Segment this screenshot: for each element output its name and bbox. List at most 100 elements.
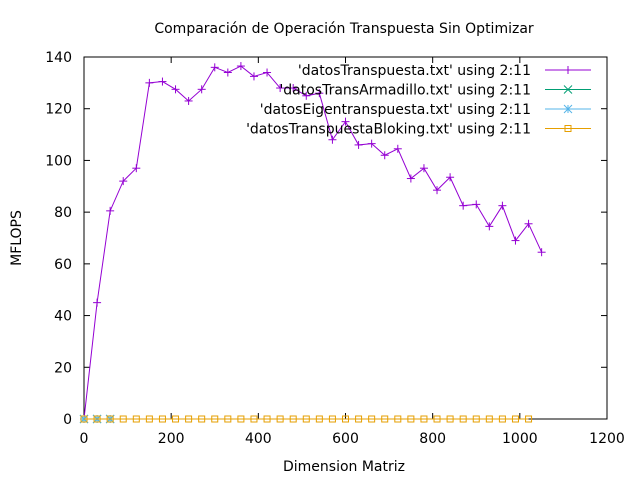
y-tick-label: 140: [45, 50, 72, 66]
series-4-point: [237, 415, 245, 423]
x-tick-label: 600: [332, 431, 359, 447]
series-4-point: [472, 415, 480, 423]
series-4-point: [315, 415, 323, 423]
series-1-point: [328, 135, 337, 144]
series-1-point: [223, 68, 232, 77]
series-1-point: [380, 151, 389, 160]
x-tick-label: 200: [158, 431, 185, 447]
series-4-point: [276, 415, 284, 423]
series-4-point: [158, 415, 166, 423]
series-4-point: [525, 415, 533, 423]
series-4-point: [394, 415, 402, 423]
legend-swatch-marker: [564, 125, 572, 132]
series-4-point: [511, 415, 519, 423]
series-1-point: [354, 140, 363, 149]
y-tick-label: 0: [63, 412, 72, 428]
series-1-point: [158, 77, 167, 86]
series-line-1: [83, 65, 543, 420]
x-axis-title: Dimension Matriz: [283, 459, 405, 475]
x-axis-ticks: 0 200 400 600 800 1000 1200: [80, 57, 625, 447]
series-4-point: [106, 415, 114, 423]
series-4-point: [263, 415, 271, 423]
series-4-point: [459, 415, 467, 423]
series-1-point: [289, 84, 298, 93]
series-1-point: [485, 222, 494, 231]
series-1-point: [263, 68, 272, 77]
chart-title: Comparación de Operación Transpuesta Sin…: [154, 21, 534, 37]
legend-swatch-marker: [563, 104, 573, 114]
y-tick-label: 120: [45, 102, 72, 118]
series-4-point: [289, 415, 297, 423]
legend-label: 'datosTranspuesta.txt' using 2:11: [298, 63, 531, 79]
series-4-point: [145, 415, 153, 423]
series-1-point: [498, 201, 507, 210]
series-4-point: [198, 415, 206, 423]
series-1-point: [472, 200, 481, 209]
series-1-point: [119, 177, 128, 186]
series-4-point: [80, 415, 88, 423]
series-1-point: [341, 117, 350, 126]
y-tick-label: 60: [54, 257, 72, 273]
series-1-point: [276, 84, 285, 93]
legend: 'datosTranspuesta.txt' using 2:11 'datosT…: [246, 63, 591, 138]
series-4-point: [368, 415, 376, 423]
y-tick-label: 40: [54, 309, 72, 325]
series-4-point: [302, 415, 310, 423]
series-4-point: [420, 415, 428, 423]
series-1-point: [93, 298, 102, 307]
series-1-point: [315, 89, 324, 98]
series-4-point: [498, 415, 506, 423]
y-tick-label: 80: [54, 205, 72, 221]
series-4-point: [407, 415, 415, 423]
series-1-point: [210, 63, 219, 72]
series-4-point: [224, 415, 232, 423]
series-layer: [79, 62, 546, 424]
series-4-point: [342, 415, 349, 423]
series-4-point: [93, 415, 101, 423]
series-4-point: [446, 415, 454, 423]
x-tick-label: 1000: [502, 431, 538, 447]
series-1-point: [459, 201, 468, 210]
x-tick-label: 800: [419, 431, 446, 447]
series-1-point: [511, 236, 520, 245]
y-axis-title: MFLOPS: [9, 210, 25, 266]
series-4-point: [185, 415, 193, 423]
series-1-point: [145, 78, 154, 87]
series-4-point: [485, 415, 493, 423]
legend-label: 'datosEigentranspuesta.txt' using 2:11: [260, 102, 531, 118]
series-1-point: [537, 248, 546, 257]
x-tick-label: 400: [245, 431, 272, 447]
series-4-point: [328, 415, 336, 423]
x-tick-label: 1200: [589, 431, 625, 447]
series-1-point: [524, 219, 533, 228]
series-1-point: [106, 206, 115, 215]
series-1-point: [197, 85, 206, 94]
legend-swatch-marker: [564, 66, 572, 74]
series-4-point: [250, 415, 258, 423]
legend-label: 'datosTranspuestaBloking.txt' using 2:11: [246, 122, 531, 138]
series-1-point: [302, 91, 311, 100]
series-1-point: [433, 186, 442, 195]
series-4-point: [172, 415, 180, 423]
legend-label: 'datosTransArmadillo.txt' using 2:11: [279, 83, 531, 99]
series-1-point: [367, 139, 376, 148]
series-1-point: [184, 96, 193, 105]
y-tick-label: 20: [54, 360, 72, 376]
series-1-point: [249, 72, 258, 81]
series-4-point: [119, 415, 127, 423]
series-1-point: [171, 85, 180, 94]
series-4-point: [355, 415, 363, 423]
y-tick-label: 100: [45, 153, 72, 169]
series-1-point: [406, 174, 415, 183]
series-4-point: [433, 415, 441, 423]
series-1-point: [132, 164, 141, 173]
series-1-point: [419, 164, 428, 173]
y-axis-ticks: 0 20 40 60 80 100 120 140: [45, 50, 607, 428]
legend-swatch-marker: [563, 85, 573, 94]
series-4-point: [381, 415, 389, 423]
series-1-point: [236, 62, 245, 71]
series-4-point: [211, 415, 219, 423]
x-tick-label: 0: [80, 431, 89, 447]
series-1-point: [393, 144, 402, 153]
